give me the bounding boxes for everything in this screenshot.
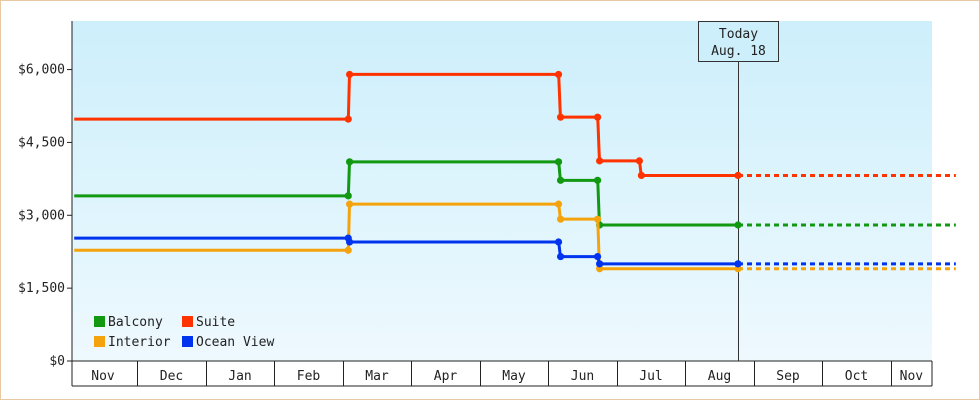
data-point-ocean-view — [556, 252, 565, 261]
x-tick-label: Jun — [571, 369, 594, 384]
y-tick-label: $0 — [49, 354, 65, 369]
x-tick-label: Feb — [297, 369, 321, 384]
plot-area — [72, 21, 932, 361]
series-ocean-view — [74, 234, 956, 268]
y-tick-label: $6,000 — [18, 63, 65, 78]
data-point-interior — [344, 246, 352, 254]
series-lines — [74, 70, 956, 273]
x-axis: Nov Dec Jan Feb Mar Apr May Jun Jul Aug Sep Oct Nov — [71, 360, 933, 387]
data-point-balcony — [346, 158, 354, 166]
data-point-suite — [344, 115, 352, 123]
series-line-balcony — [74, 160, 738, 227]
x-tick-label: Mar — [365, 369, 389, 384]
series-line-interior — [74, 202, 738, 271]
y-tick-label: $4,500 — [18, 135, 65, 150]
x-tick-label: Apr — [434, 369, 458, 384]
y-tick-label: $1,500 — [18, 281, 65, 296]
legend-swatch-balcony — [94, 316, 105, 327]
data-point-suite — [346, 70, 354, 79]
legend-label-ocean-view: Ocean View — [196, 335, 274, 350]
data-point-suite — [734, 171, 742, 180]
x-tick-label: Sep — [776, 369, 800, 384]
data-point-suite — [637, 171, 646, 180]
data-point-interior — [346, 200, 354, 208]
x-tick-label: Nov — [900, 369, 924, 384]
legend-swatch-interior — [94, 336, 105, 347]
data-point-suite — [556, 113, 565, 121]
data-point-balcony — [593, 176, 602, 184]
legend-swatch-suite — [182, 316, 193, 327]
series-interior — [74, 200, 956, 273]
legend-label-interior: Interior — [108, 335, 171, 350]
x-tick-label: May — [502, 369, 526, 384]
legend-label-suite: Suite — [196, 315, 235, 330]
data-point-suite — [596, 157, 604, 165]
x-tick-label: Dec — [160, 369, 183, 384]
data-point-interior — [554, 200, 563, 208]
data-point-suite — [635, 157, 643, 165]
data-point-interior — [593, 215, 602, 223]
data-point-ocean-view — [734, 260, 742, 268]
data-point-balcony — [344, 192, 352, 200]
x-tick-label: Nov — [91, 369, 115, 384]
data-point-balcony — [556, 176, 565, 184]
series-balcony — [74, 158, 956, 229]
data-point-ocean-view — [596, 260, 604, 268]
series-suite — [74, 70, 956, 180]
legend-label-balcony: Balcony — [108, 315, 163, 330]
today-label: Today — [719, 27, 758, 42]
x-tick-label: Aug — [708, 369, 731, 384]
x-tick-label: Jul — [639, 369, 662, 384]
y-axis: $0 $1,500 $3,000 $4,500 $6,000 — [18, 21, 73, 369]
data-point-ocean-view — [593, 252, 602, 261]
data-point-suite — [554, 70, 563, 79]
data-point-suite — [593, 113, 602, 121]
x-tick-label: Oct — [845, 369, 868, 384]
y-tick-label: $3,000 — [18, 208, 65, 223]
data-point-ocean-view — [346, 238, 354, 246]
legend-swatch-ocean-view — [182, 336, 193, 347]
today-marker: Today Aug. 18 — [698, 21, 779, 361]
data-point-balcony — [734, 221, 742, 229]
data-point-interior — [556, 215, 565, 223]
legend: Balcony Suite Interior Ocean View — [94, 315, 274, 350]
today-date: Aug. 18 — [711, 44, 766, 59]
data-point-ocean-view — [554, 238, 563, 246]
today-box — [698, 21, 779, 62]
x-tick-label: Jan — [228, 369, 251, 384]
data-point-balcony — [554, 158, 563, 166]
